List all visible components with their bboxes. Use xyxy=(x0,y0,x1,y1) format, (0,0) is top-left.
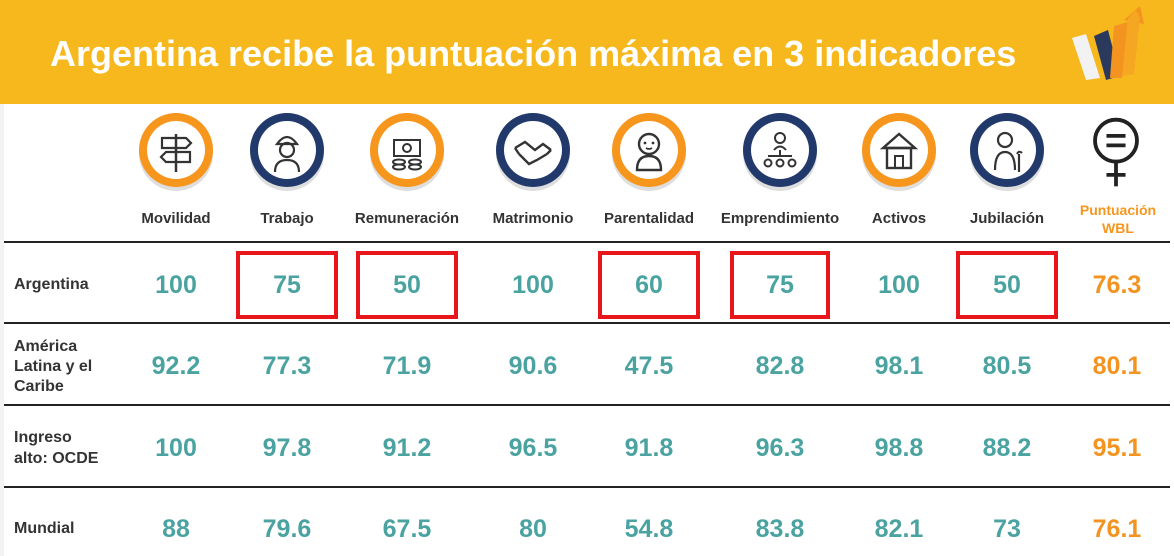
score-cell: 73 xyxy=(993,515,1021,543)
row-label: Argentina xyxy=(14,276,89,293)
wbl-score-cell: 95.1 xyxy=(1092,434,1142,462)
score-cell: 100 xyxy=(155,271,197,299)
header-remuneración: Remuneración xyxy=(354,210,460,227)
header-wbl-line2: WBL xyxy=(1102,220,1134,236)
score-cell: 92.2 xyxy=(151,352,201,380)
worker-icon xyxy=(247,108,327,194)
header-parentalidad: Parentalidad xyxy=(603,210,695,227)
house-icon xyxy=(859,108,939,194)
score-cell: 67.5 xyxy=(382,515,432,543)
score-cell: 75 xyxy=(766,271,794,299)
row-divider xyxy=(4,404,1170,406)
handshake-icon xyxy=(493,108,573,194)
score-cell: 88.2 xyxy=(982,434,1032,462)
score-cell: 71.9 xyxy=(382,352,432,380)
highlight-box xyxy=(730,251,830,319)
score-cell: 96.3 xyxy=(755,434,805,462)
money-icon xyxy=(367,108,447,194)
row-label: Caribe xyxy=(14,378,64,395)
score-cell: 60 xyxy=(635,271,663,299)
header-movilidad: Movilidad xyxy=(141,210,211,227)
header-jubilación: Jubilación xyxy=(969,210,1045,227)
slide-edge xyxy=(0,104,4,556)
row-label: América xyxy=(14,338,78,355)
header-wbl: Puntuación WBL xyxy=(1066,201,1170,237)
row-label: alto: OCDE xyxy=(14,450,99,467)
header-emprendimiento: Emprendimiento xyxy=(720,210,840,227)
score-cell: 80 xyxy=(519,515,547,543)
title-banner: Argentina recibe la puntuación máxima en… xyxy=(0,0,1174,104)
row-divider xyxy=(4,322,1170,324)
row-label: Ingreso xyxy=(14,429,72,446)
score-cell: 50 xyxy=(393,271,421,299)
score-cell: 90.6 xyxy=(508,352,558,380)
highlight-box xyxy=(356,251,458,319)
highlight-box xyxy=(236,251,338,319)
header-wbl-line1: Puntuación xyxy=(1079,202,1157,218)
female-equal-icon xyxy=(1076,110,1160,196)
score-cell: 82.1 xyxy=(874,515,924,543)
score-cell: 96.5 xyxy=(508,434,558,462)
highlight-box xyxy=(598,251,700,319)
elder-icon xyxy=(967,108,1047,194)
score-cell: 50 xyxy=(993,271,1021,299)
score-cell: 77.3 xyxy=(262,352,312,380)
header-activos: Activos xyxy=(871,210,927,227)
baby-icon xyxy=(609,108,689,194)
score-cell: 54.8 xyxy=(624,515,674,543)
score-cell: 88 xyxy=(162,515,190,543)
score-cell: 83.8 xyxy=(755,515,805,543)
header-trabajo: Trabajo xyxy=(260,210,314,227)
page-title: Argentina recibe la puntuación máxima en… xyxy=(50,33,1017,74)
row-divider xyxy=(4,486,1170,488)
brand-logo xyxy=(1064,0,1154,86)
score-cell: 47.5 xyxy=(624,352,674,380)
score-cell: 91.2 xyxy=(382,434,432,462)
row-label: Mundial xyxy=(14,520,75,537)
row-divider xyxy=(4,241,1170,243)
header-matrimonio: Matrimonio xyxy=(492,210,574,227)
score-cell: 82.8 xyxy=(755,352,805,380)
score-cell: 79.6 xyxy=(262,515,312,543)
score-cell: 97.8 xyxy=(262,434,312,462)
network-icon xyxy=(740,108,820,194)
row-label: Latina y el xyxy=(14,358,93,375)
score-cell: 75 xyxy=(273,271,301,299)
signpost-icon xyxy=(136,108,216,194)
wbl-score-cell: 76.1 xyxy=(1092,515,1142,543)
score-cell: 100 xyxy=(512,271,554,299)
score-cell: 98.8 xyxy=(874,434,924,462)
score-cell: 100 xyxy=(878,271,920,299)
wbl-score-cell: 80.1 xyxy=(1092,352,1142,380)
score-cell: 98.1 xyxy=(874,352,924,380)
score-cell: 91.8 xyxy=(624,434,674,462)
score-cell: 100 xyxy=(155,434,197,462)
wbl-score-cell: 76.3 xyxy=(1092,271,1142,299)
score-cell: 80.5 xyxy=(982,352,1032,380)
highlight-box xyxy=(956,251,1058,319)
